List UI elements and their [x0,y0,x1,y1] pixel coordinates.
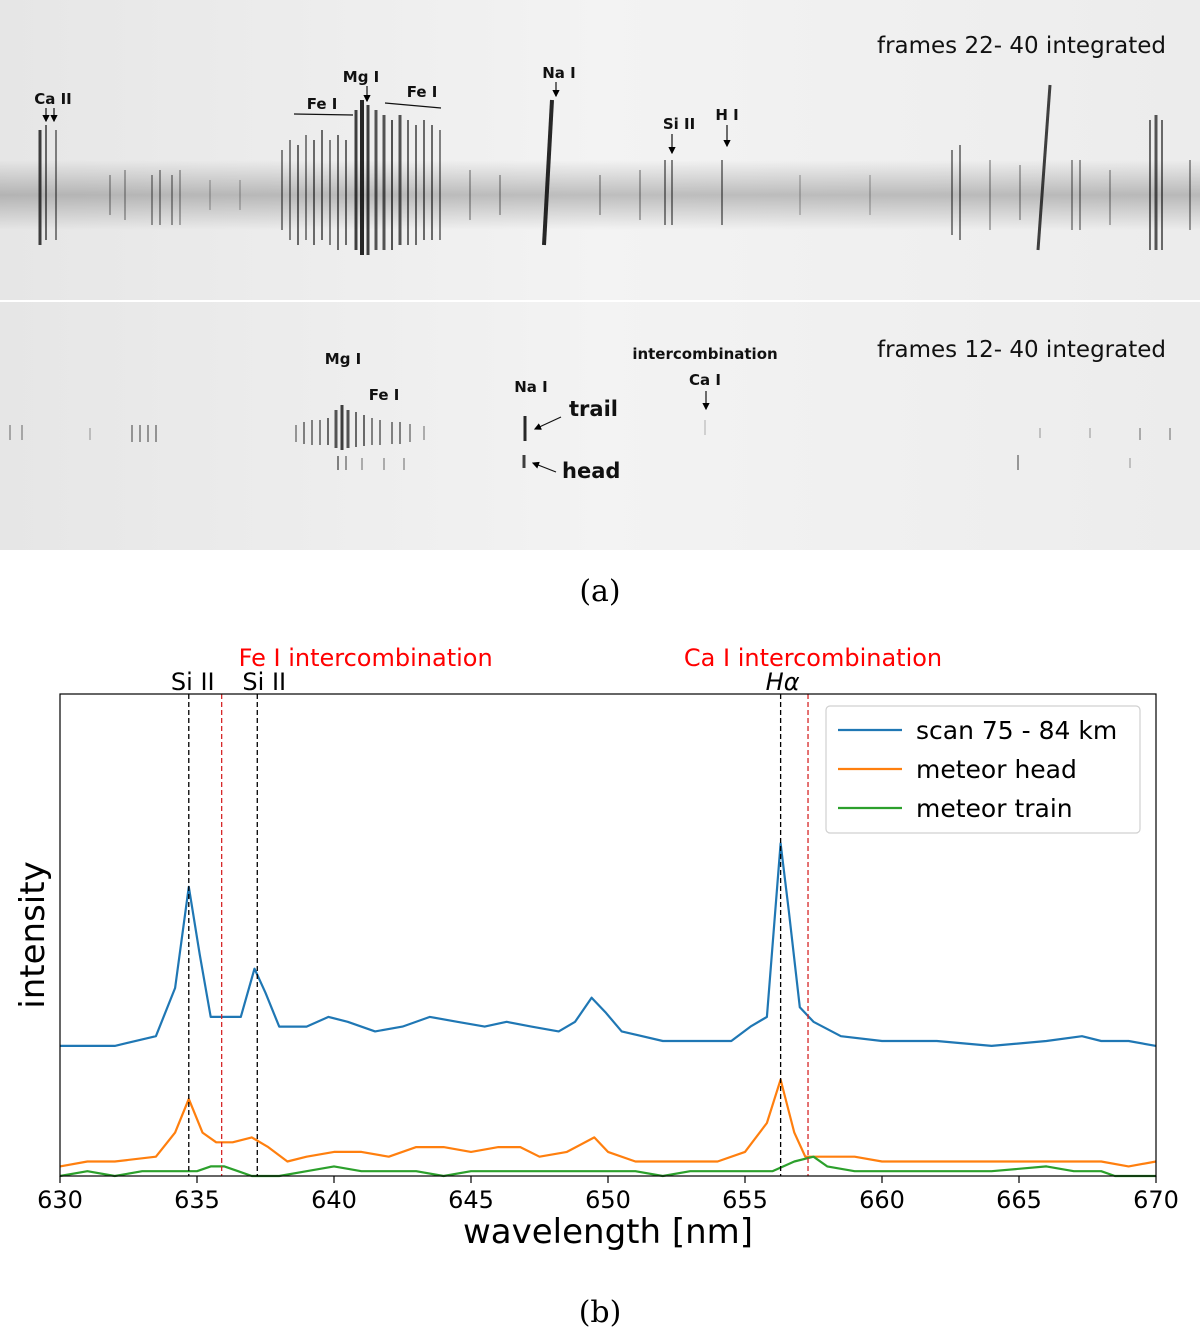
x-tick-label-3: 645 [448,1186,494,1214]
caption-a: (a) [579,574,621,609]
lower-label-fe-i: Fe I [369,386,400,404]
upper-spectrum-background [0,0,1200,300]
lower-emission-lines [9,405,1171,470]
annotation-label-0: Si II [171,668,215,696]
x-tick-label-8: 670 [1133,1186,1179,1214]
lower-label-na-i: Na I [514,378,547,396]
x-axis-label: wavelength [nm] [463,1212,753,1252]
x-tick-label-6: 660 [859,1186,905,1214]
fe-i-right-bar [384,102,442,109]
plot-series-layer [59,842,1157,1178]
series-line-2 [59,1155,1156,1178]
upper-continuum-band [0,160,1200,230]
lower-label-ca-i: Ca I [689,371,721,389]
lower-label-head: head [562,459,620,483]
label-h-i: H I [715,106,738,124]
head-arrow [531,461,557,473]
label-fe-i-left: Fe I [307,95,338,113]
x-tick-label-7: 665 [996,1186,1042,1214]
x-tick-label-2: 640 [311,1186,357,1214]
annotation-label-1: Fe I intercombination [239,644,493,672]
legend: scan 75 - 84 km meteor head meteor train [825,705,1141,834]
label-si-ii: Si II [663,115,695,133]
lower-label-trail: trail [569,397,618,421]
legend-label-2: meteor train [916,794,1073,823]
annotation-label-4: Ca I intercombination [684,644,942,672]
lower-label-mg-i: Mg I [325,350,361,368]
legend-label-1: meteor head [916,755,1077,784]
label-na-i: Na I [542,64,575,82]
upper-emission-line [542,99,554,246]
x-tick-label-0: 630 [37,1186,83,1214]
caption-b: (b) [578,1295,622,1330]
upper-emission-lines [38,84,1191,255]
lower-spectrum-title: frames 12- 40 integrated [877,337,1166,363]
label-mg-i: Mg I [343,68,379,86]
x-tick-label-5: 655 [722,1186,768,1214]
y-axis-label: intensity [13,861,53,1008]
annotation-label-3: Hα [766,668,800,696]
legend-box [825,705,1141,834]
upper-spectrum-title: frames 22- 40 integrated [877,33,1166,59]
series-line-0 [60,842,1157,1047]
series-line-1 [59,1078,1157,1168]
label-ca-ii: Ca II [34,90,72,108]
annotation-label-2: Si II [242,668,286,696]
fe-i-left-bar [293,113,354,116]
lower-label-intercombination: intercombination [632,345,777,363]
spectrum-images: frames 22- 40 integrated frames 12- 40 i… [0,0,1200,550]
x-tick-label-1: 635 [174,1186,220,1214]
legend-label-0: scan 75 - 84 km [916,716,1117,745]
label-fe-i-right: Fe I [407,83,438,101]
upper-emission-line [1036,84,1052,251]
lower-spectrum-background [0,302,1200,550]
x-tick-label-4: 650 [585,1186,631,1214]
x-axis-ticks: 630 635 640 645 650 655 660 665 670 [37,1176,1179,1214]
trail-arrow [533,416,562,430]
